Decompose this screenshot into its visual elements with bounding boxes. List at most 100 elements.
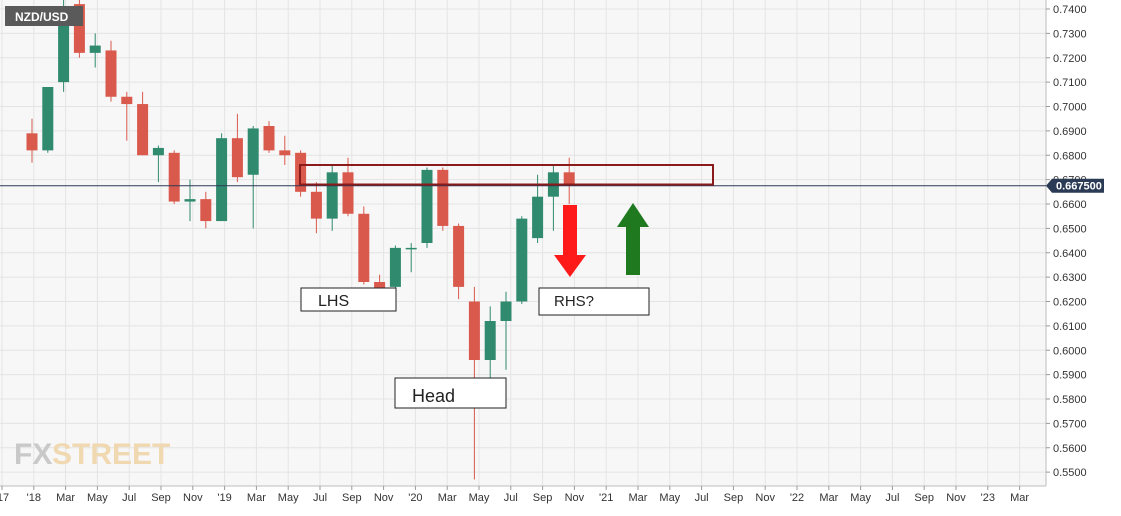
y-tick-label: 0.7400 (1053, 4, 1087, 16)
candle-body (105, 50, 117, 97)
candle-body (216, 138, 228, 222)
x-tick-label: Sep (151, 492, 171, 504)
y-tick-label: 0.5500 (1053, 467, 1087, 479)
x-tick-label: Nov (565, 492, 585, 504)
rhs-label: RHS? (554, 293, 594, 310)
candle (263, 121, 275, 153)
y-tick-label: 0.6600 (1053, 199, 1087, 211)
candle-body (121, 96, 133, 105)
candle (437, 167, 449, 231)
candle-body (200, 199, 212, 222)
resistance-zone-box (299, 164, 714, 186)
candle-body (468, 301, 480, 360)
x-tick-label: '17 (0, 492, 9, 504)
candle-body (516, 218, 528, 302)
symbol-tag: NZD/USD (5, 6, 83, 26)
y-tick-label: 0.6000 (1053, 345, 1087, 357)
up-arrow (617, 203, 649, 275)
y-tick-label: 0.7000 (1053, 102, 1087, 114)
candle (453, 223, 465, 300)
candle (121, 91, 133, 141)
x-tick-label: May (278, 492, 299, 504)
x-tick-label: Mar (629, 492, 648, 504)
candle-body (563, 172, 575, 185)
x-tick-label: Sep (914, 492, 934, 504)
annotation-lhs: LHS (300, 287, 397, 312)
x-tick-label: Sep (724, 492, 744, 504)
x-tick-label: May (850, 492, 871, 504)
x-tick-label: '22 (790, 492, 804, 504)
x-tick-label: Mar (819, 492, 838, 504)
candle (89, 33, 101, 68)
candle-body (279, 150, 291, 156)
candle (200, 191, 212, 229)
current-price-label: 0.667500 (1056, 181, 1102, 193)
candle (342, 157, 354, 217)
x-tick-label: Nov (183, 492, 203, 504)
candle-body (73, 4, 85, 53)
candle-body (500, 301, 512, 321)
x-axis-ticks: '17 '18 Mar May Jul Sep Nov '19 Mar May Jul Sep Nov '… (0, 486, 1029, 504)
candle-body (137, 104, 149, 156)
x-tick-label: Sep (533, 492, 553, 504)
candle-body (247, 128, 259, 175)
candle-body (58, 9, 70, 83)
y-tick-label: 0.5900 (1053, 370, 1087, 382)
down-arrow (554, 205, 586, 277)
candle-body (263, 126, 275, 151)
current-price-tag: 0.667500 (1046, 178, 1104, 193)
candle (421, 167, 433, 248)
x-tick-label: '21 (599, 492, 613, 504)
candle (247, 126, 259, 229)
x-tick-label: Jul (122, 492, 136, 504)
candle-body (152, 147, 164, 156)
candle-body (453, 225, 465, 287)
candle (326, 165, 338, 231)
candle-body (342, 172, 354, 214)
candle-body (358, 213, 370, 282)
watermark: FX STREET (14, 438, 170, 471)
x-tick-label: Jul (695, 492, 709, 504)
candle (42, 87, 54, 153)
candle-body (532, 196, 544, 239)
candle-body (405, 247, 417, 250)
candle-body (168, 152, 180, 202)
annotation-head: Head (394, 377, 507, 409)
x-tick-label: Mar (438, 492, 457, 504)
lhs-label: LHS (318, 293, 349, 310)
candle-body (89, 45, 101, 53)
y-tick-label: 0.6200 (1053, 297, 1087, 309)
x-tick-label: Jul (313, 492, 327, 504)
candle (105, 40, 117, 102)
y-tick-label: 0.5600 (1053, 443, 1087, 455)
y-tick-label: 0.7300 (1053, 28, 1087, 40)
y-tick-label: 0.5700 (1053, 418, 1087, 430)
head-label: Head (412, 386, 455, 406)
candle (216, 133, 228, 222)
watermark-street: STREET (52, 438, 170, 471)
y-tick-label: 0.6100 (1053, 321, 1087, 333)
candle-body (389, 247, 401, 287)
candle (484, 306, 496, 387)
candle-body (326, 172, 338, 219)
x-tick-label: '20 (408, 492, 422, 504)
y-tick-label: 0.7100 (1053, 77, 1087, 89)
annotation-rhs: RHS? (538, 287, 650, 316)
candle (168, 150, 180, 204)
x-tick-label: Nov (946, 492, 966, 504)
candle (231, 113, 243, 183)
x-tick-label: Jul (885, 492, 899, 504)
x-tick-label: May (659, 492, 680, 504)
candle (310, 182, 322, 234)
candle-body (484, 321, 496, 360)
x-tick-label: Nov (755, 492, 775, 504)
x-tick-label: Mar (56, 492, 75, 504)
x-tick-label: '18 (27, 492, 41, 504)
y-tick-label: 0.5800 (1053, 394, 1087, 406)
candle-body (310, 191, 322, 219)
candles (26, 0, 575, 480)
candle (516, 216, 528, 304)
y-tick-label: 0.6400 (1053, 248, 1087, 260)
